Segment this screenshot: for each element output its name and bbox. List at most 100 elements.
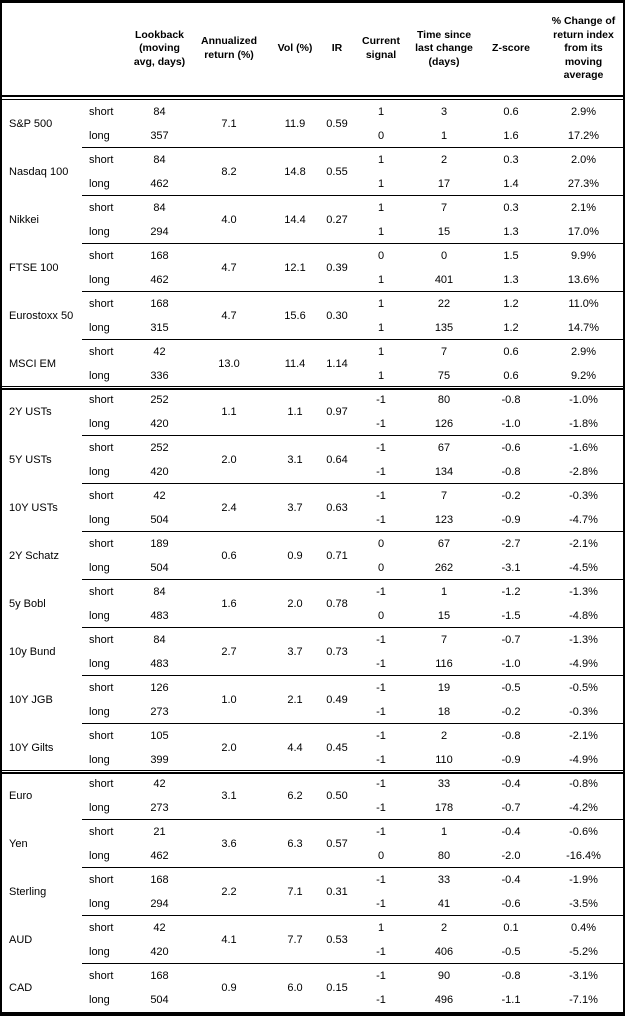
- annualized-return-value: 4.0: [221, 214, 237, 226]
- asset-name: Sterling: [9, 886, 47, 898]
- current-signal-value: -1: [376, 946, 386, 958]
- z-score-value: 1.3: [503, 274, 519, 286]
- header-annualized-return: Annualized return (%): [200, 35, 257, 61]
- time-since-value: 90: [437, 970, 451, 982]
- vol-value: 6.2: [287, 790, 303, 802]
- lookback-value: 504: [150, 562, 169, 574]
- pct-change-value: -7.1%: [569, 994, 598, 1006]
- lookback-value: 294: [150, 226, 169, 238]
- z-score-value: -0.6: [501, 898, 521, 910]
- lookback-value: 168: [150, 874, 169, 886]
- asset-name: FTSE 100: [9, 262, 59, 274]
- pct-change-value: -1.3%: [569, 586, 598, 598]
- asset-name: 5Y USTs: [9, 454, 52, 466]
- lookback-value: 483: [150, 658, 169, 670]
- time-since-value: 7: [440, 490, 448, 502]
- time-since-value: 406: [434, 946, 454, 958]
- lookback-value: 399: [150, 754, 169, 766]
- time-since-value: 116: [435, 658, 453, 670]
- lookback-value: 189: [150, 538, 169, 550]
- ir-value: 1.14: [326, 358, 348, 370]
- header-lookback: Lookback (moving avg, days): [133, 28, 186, 68]
- annualized-return-value: 0.9: [221, 982, 237, 994]
- current-signal-value: 1: [377, 298, 385, 310]
- vol-value: 4.4: [287, 742, 303, 754]
- lookback-value: 84: [153, 106, 166, 118]
- z-score-value: -0.9: [501, 514, 521, 526]
- time-since-value: 3: [440, 106, 448, 118]
- z-score-value: -1.0: [501, 658, 521, 670]
- horizon-label-short: short: [89, 778, 114, 790]
- lookback-value: 42: [153, 490, 166, 502]
- current-signal-value: 1: [377, 226, 385, 238]
- lookback-value: 462: [150, 274, 169, 286]
- ir-value: 0.55: [326, 166, 348, 178]
- z-score-value: -2.0: [501, 850, 521, 862]
- time-since-value: 75: [437, 370, 451, 382]
- time-since-value: 135: [434, 322, 454, 334]
- asset-name: CAD: [9, 982, 33, 994]
- z-score-value: -2.7: [501, 538, 521, 550]
- ir-value: 0.27: [326, 214, 348, 226]
- asset-group: S&P 500 short long 84 357 7.1 11.9 0.59 1 0 3 1 0.6 1…: [2, 100, 623, 148]
- time-since-value: 496: [434, 994, 454, 1006]
- asset-group: 10y Bund short long 84 483 2.7 3.7 0.73 -1 -1 7 116…: [2, 628, 623, 676]
- time-since-value: 67: [437, 442, 451, 454]
- pct-change-value: -1.8%: [569, 418, 598, 430]
- z-score-value: 0.3: [503, 154, 519, 166]
- time-since-value: 110: [435, 754, 453, 766]
- asset-name: MSCI EM: [9, 358, 57, 370]
- asset-name: 2Y USTs: [9, 406, 52, 418]
- horizon-label-short: short: [89, 922, 114, 934]
- annualized-return-value: 3.6: [221, 838, 237, 850]
- asset-name: Euro: [9, 790, 33, 802]
- z-score-value: -0.9: [501, 754, 521, 766]
- lookback-value: 168: [150, 970, 169, 982]
- lookback-value: 84: [153, 634, 166, 646]
- annualized-return-value: 2.2: [221, 886, 237, 898]
- lookback-value: 21: [153, 826, 166, 838]
- time-since-value: 33: [437, 874, 451, 886]
- z-score-value: -0.5: [501, 682, 521, 694]
- ir-value: 0.49: [326, 694, 348, 706]
- horizon-label-long: long: [89, 130, 110, 142]
- current-signal-value: 0: [377, 562, 385, 574]
- z-score-value: -0.8: [501, 970, 521, 982]
- z-score-value: -1.2: [501, 586, 521, 598]
- pct-change-value: -1.6%: [569, 442, 598, 454]
- time-since-value: 126: [434, 418, 454, 430]
- pct-change-value: 17.2%: [567, 130, 600, 142]
- horizon-label-long: long: [89, 322, 110, 334]
- annualized-return-value: 1.6: [221, 598, 237, 610]
- time-since-value: 2: [440, 730, 448, 742]
- asset-group: Yen short long 21 462 3.6 6.3 0.57 -1 0 1 80 -0.4 -2.…: [2, 820, 623, 868]
- z-score-value: 1.6: [503, 130, 519, 142]
- z-score-value: -3.1: [501, 562, 521, 574]
- lookback-value: 420: [150, 466, 169, 478]
- pct-change-value: -4.2%: [569, 802, 598, 814]
- lookback-value: 357: [150, 130, 169, 142]
- time-since-value: 1: [440, 826, 448, 838]
- z-score-value: -0.4: [501, 874, 521, 886]
- lookback-value: 504: [150, 514, 169, 526]
- lookback-value: 84: [153, 586, 166, 598]
- asset-group: 5y Bobl short long 84 483 1.6 2.0 0.78 -1 0 1 15 -1.…: [2, 580, 623, 628]
- time-since-value: 67: [437, 538, 451, 550]
- annualized-return-value: 1.1: [221, 406, 237, 418]
- pct-change-value: 9.9%: [570, 250, 597, 262]
- ir-value: 0.59: [326, 118, 348, 130]
- ir-value: 0.50: [326, 790, 348, 802]
- current-signal-value: -1: [376, 490, 386, 502]
- asset-group: Euro short long 42 273 3.1 6.2 0.50 -1 -1 33 178 -0.…: [2, 772, 623, 820]
- asset-group: FTSE 100 short long 168 462 4.7 12.1 0.39 0 1 0 401…: [2, 244, 623, 292]
- pct-change-value: 0.4%: [570, 922, 597, 934]
- horizon-label-short: short: [89, 250, 114, 262]
- pct-change-value: -2.1%: [569, 730, 598, 742]
- pct-change-value: -4.9%: [569, 658, 598, 670]
- vol-value: 3.1: [287, 454, 303, 466]
- horizon-label-short: short: [89, 730, 114, 742]
- vol-value: 15.6: [284, 310, 306, 322]
- current-signal-value: -1: [376, 874, 386, 886]
- lookback-value: 420: [150, 946, 169, 958]
